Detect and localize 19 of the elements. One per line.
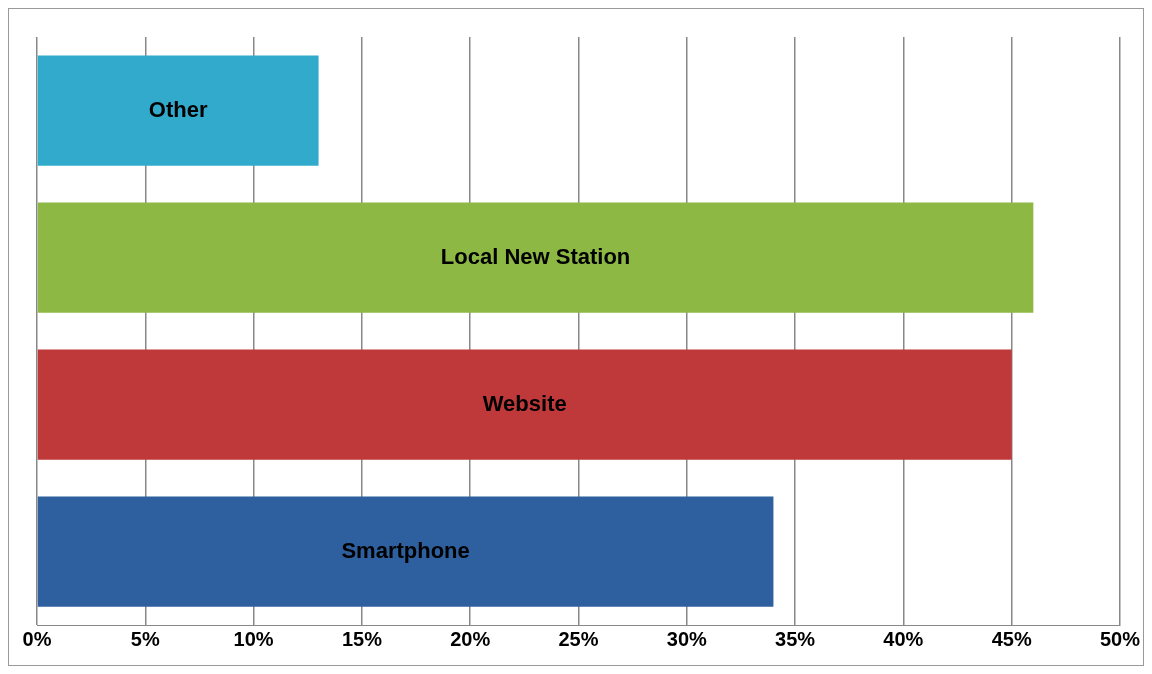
y-tick-label: Smartphone [341, 537, 470, 563]
x-tick-label: 30% [666, 627, 708, 650]
x-tick-label: 40% [883, 627, 924, 650]
x-tick-label: 15% [341, 627, 383, 650]
bar [37, 55, 319, 166]
y-tick-label: Local New Station [440, 243, 631, 269]
bar [37, 349, 1012, 460]
y-tick-label: Other [148, 96, 208, 122]
x-tick-label: 0% [22, 627, 52, 650]
x-tick-label: 35% [775, 627, 816, 650]
x-tick-label: 20% [450, 627, 491, 650]
x-tick-label: 25% [558, 627, 599, 650]
y-tick-label: Website [482, 390, 567, 416]
x-tick-label: 50% [1099, 627, 1141, 650]
x-tick-label: 5% [130, 627, 160, 650]
x-tick-label: 45% [991, 627, 1032, 650]
bar [37, 496, 774, 607]
x-tick-label: 10% [233, 627, 274, 650]
bar [37, 202, 1034, 313]
